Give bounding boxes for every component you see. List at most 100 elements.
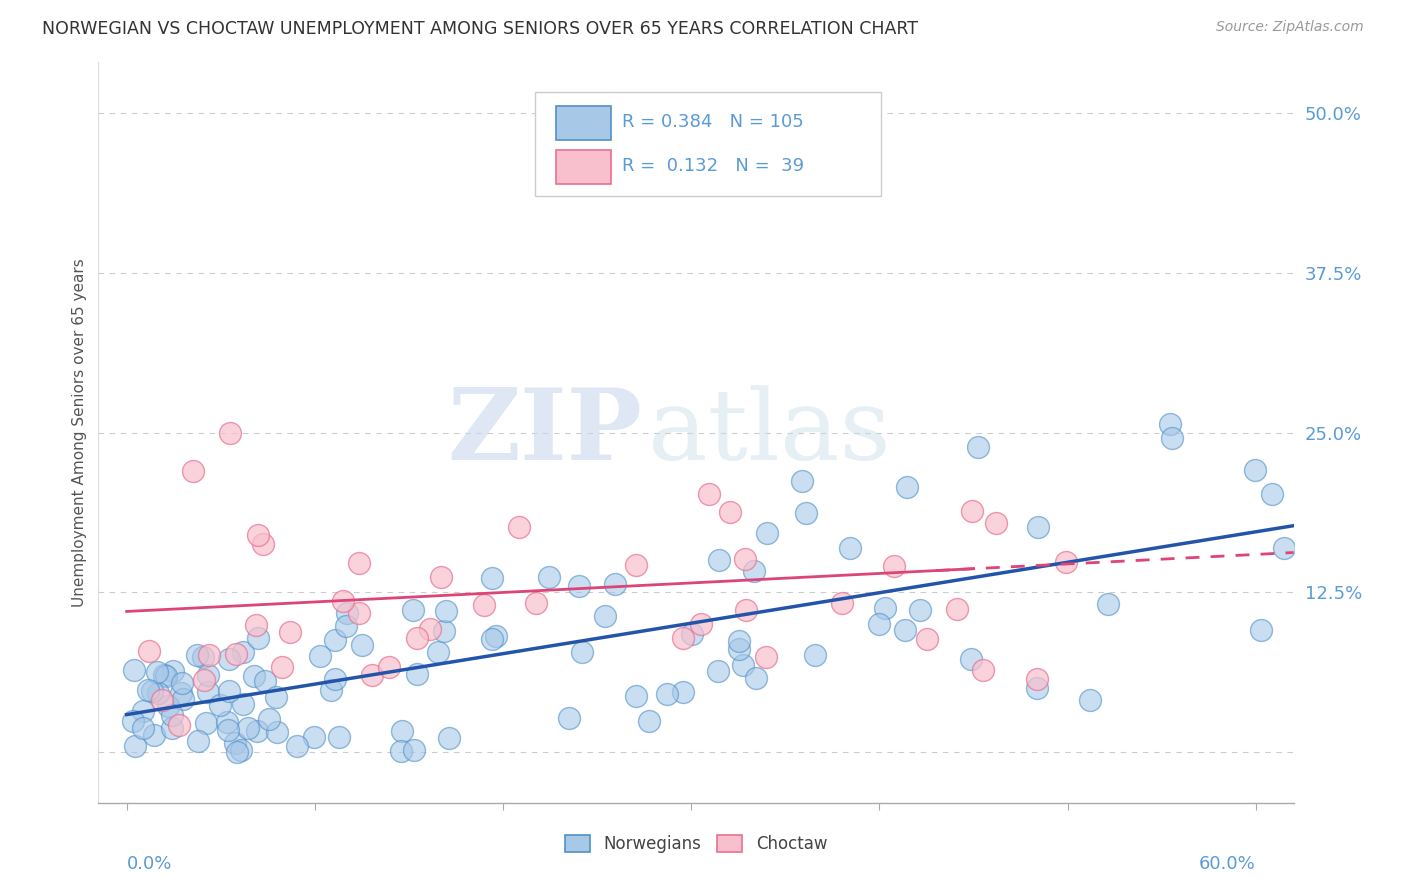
Point xyxy=(1159,417,1181,431)
Point xyxy=(838,541,860,555)
Point xyxy=(875,601,897,615)
Point xyxy=(718,505,741,519)
Point xyxy=(389,744,412,758)
Point xyxy=(406,667,429,681)
Point xyxy=(361,668,384,682)
Point xyxy=(896,480,918,494)
Point xyxy=(232,697,254,711)
Point xyxy=(209,698,232,712)
Point xyxy=(508,520,530,534)
Point xyxy=(270,660,292,674)
Point xyxy=(1054,555,1077,569)
Point xyxy=(707,664,730,678)
FancyBboxPatch shape xyxy=(557,150,612,184)
Point xyxy=(266,724,288,739)
Point xyxy=(744,565,766,579)
Point xyxy=(568,579,591,593)
Point xyxy=(804,648,827,663)
FancyBboxPatch shape xyxy=(534,92,882,195)
Point xyxy=(391,723,413,738)
Point xyxy=(727,642,749,657)
Legend: Norwegians, Choctaw: Norwegians, Choctaw xyxy=(557,826,835,861)
Point xyxy=(197,685,219,699)
Y-axis label: Unemployment Among Seniors over 65 years: Unemployment Among Seniors over 65 years xyxy=(72,259,87,607)
Point xyxy=(637,714,659,729)
Point xyxy=(170,686,193,700)
Point xyxy=(198,648,221,662)
Point xyxy=(1026,520,1049,534)
Point xyxy=(690,617,713,632)
Point xyxy=(136,682,159,697)
Point xyxy=(792,474,814,488)
Point xyxy=(132,704,155,718)
Point xyxy=(157,699,180,714)
Point xyxy=(984,516,1007,531)
Point xyxy=(253,673,276,688)
Point xyxy=(332,594,354,608)
Point xyxy=(735,603,758,617)
Point xyxy=(285,739,308,753)
Point xyxy=(1261,487,1284,501)
Point xyxy=(1026,681,1049,696)
Point xyxy=(1272,541,1295,556)
Point xyxy=(430,570,453,584)
Point xyxy=(325,672,347,686)
Point xyxy=(558,711,581,725)
Point xyxy=(967,440,990,454)
FancyBboxPatch shape xyxy=(557,106,612,140)
Point xyxy=(434,604,457,618)
Point xyxy=(962,504,984,518)
Point xyxy=(243,669,266,683)
Text: 60.0%: 60.0% xyxy=(1199,855,1256,872)
Point xyxy=(138,644,160,658)
Point xyxy=(170,676,193,690)
Point xyxy=(472,599,495,613)
Point xyxy=(247,631,270,645)
Point xyxy=(672,631,695,645)
Point xyxy=(155,669,177,683)
Point xyxy=(624,689,647,703)
Point xyxy=(681,626,703,640)
Point xyxy=(162,721,184,735)
Point xyxy=(1250,624,1272,638)
Point xyxy=(219,425,242,440)
Point xyxy=(378,660,401,674)
Point xyxy=(319,682,342,697)
Point xyxy=(623,111,645,125)
Point xyxy=(247,527,270,541)
Point xyxy=(697,486,720,500)
Point xyxy=(142,728,165,742)
Point xyxy=(883,558,905,573)
Point xyxy=(280,624,302,639)
Point xyxy=(132,722,155,736)
Point xyxy=(915,632,938,647)
Point xyxy=(302,730,325,744)
Point xyxy=(756,525,779,540)
Text: atlas: atlas xyxy=(648,384,891,481)
Point xyxy=(141,683,163,698)
Point xyxy=(124,739,146,754)
Point xyxy=(744,672,766,686)
Point xyxy=(402,603,425,617)
Point xyxy=(405,632,427,646)
Point xyxy=(148,685,170,699)
Point xyxy=(172,692,194,706)
Point xyxy=(433,624,456,638)
Point xyxy=(336,606,359,620)
Point xyxy=(347,556,370,570)
Point xyxy=(868,617,890,632)
Point xyxy=(485,629,508,643)
Point xyxy=(309,649,332,664)
Point xyxy=(215,715,238,730)
Point xyxy=(245,618,267,632)
Point xyxy=(193,673,215,687)
Text: R =  0.132   N =  39: R = 0.132 N = 39 xyxy=(621,157,804,176)
Point xyxy=(755,650,778,665)
Point xyxy=(122,663,145,677)
Point xyxy=(224,736,246,750)
Text: NORWEGIAN VS CHOCTAW UNEMPLOYMENT AMONG SENIORS OVER 65 YEARS CORRELATION CHART: NORWEGIAN VS CHOCTAW UNEMPLOYMENT AMONG … xyxy=(42,20,918,37)
Point xyxy=(162,664,184,678)
Point xyxy=(218,684,240,698)
Point xyxy=(225,745,247,759)
Point xyxy=(193,650,215,665)
